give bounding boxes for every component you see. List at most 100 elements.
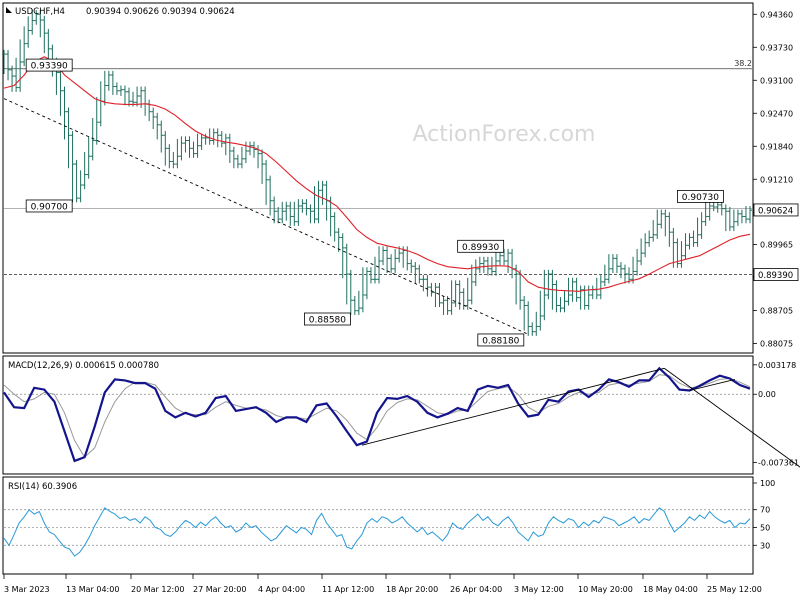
price-axis-label: 0.93730 bbox=[760, 43, 793, 52]
price-bar bbox=[163, 131, 168, 166]
price-bar bbox=[739, 209, 744, 224]
price-bar bbox=[118, 85, 123, 96]
price-tag-text: 0.89390 bbox=[758, 271, 793, 281]
price-bar bbox=[397, 246, 402, 263]
price-bar bbox=[481, 256, 486, 274]
price-bar bbox=[82, 152, 87, 190]
price-bar bbox=[570, 277, 575, 302]
price-bar bbox=[316, 180, 321, 224]
price-bar bbox=[622, 264, 627, 284]
price-bar bbox=[264, 159, 269, 205]
price-bar bbox=[243, 141, 248, 164]
x-axis-label: 20 Mar 12:00 bbox=[131, 585, 184, 594]
price-bar bbox=[614, 254, 619, 274]
price-bar bbox=[526, 301, 531, 336]
price-bar bbox=[368, 267, 373, 284]
price-bar bbox=[320, 180, 325, 205]
price-bar bbox=[477, 256, 482, 274]
price-bar bbox=[675, 238, 680, 268]
price-annotation-box bbox=[677, 190, 724, 203]
price-bar bbox=[30, 10, 35, 35]
macd-panel-frame bbox=[2, 355, 754, 475]
x-axis-label: 11 Apr 12:00 bbox=[322, 585, 374, 594]
price-bar bbox=[377, 246, 382, 284]
price-bar bbox=[122, 85, 127, 106]
price-annotation: 0.88180 bbox=[477, 333, 525, 346]
price-bar bbox=[417, 264, 422, 284]
price-bar bbox=[699, 212, 704, 239]
price-bar bbox=[284, 201, 289, 221]
price-bar bbox=[578, 285, 583, 310]
price-bar bbox=[268, 175, 273, 216]
macd-axis-label: 0.00 bbox=[758, 390, 776, 399]
price-bar bbox=[252, 141, 257, 158]
price-bar bbox=[171, 152, 176, 169]
price-bar bbox=[538, 290, 543, 331]
price-annotation-box bbox=[25, 199, 73, 213]
price-bar bbox=[381, 246, 386, 266]
price-bar bbox=[707, 201, 712, 221]
price-bar bbox=[26, 16, 31, 48]
price-bar bbox=[288, 201, 293, 226]
price-bar bbox=[635, 248, 640, 276]
price-bar bbox=[518, 269, 523, 310]
watermark: ActionForex.com bbox=[413, 122, 596, 147]
price-bar bbox=[179, 136, 184, 161]
price-bar bbox=[231, 146, 236, 169]
price-bar bbox=[159, 120, 164, 153]
price-bar bbox=[94, 97, 99, 145]
price-bar bbox=[336, 227, 341, 253]
rsi-panel-frame bbox=[2, 476, 754, 575]
price-axis-label: 0.89965 bbox=[760, 240, 793, 249]
price-bar bbox=[207, 128, 212, 145]
price-tag-box bbox=[753, 268, 799, 281]
price-bar bbox=[667, 212, 672, 247]
moving-average-line bbox=[3, 56, 751, 292]
price-bar bbox=[18, 39, 23, 92]
price-panel-header: USDCHF,H4 0.90394 0.90626 0.90394 0.9062… bbox=[6, 7, 235, 17]
ohlc-label: 0.90394 0.90626 0.90394 0.90624 bbox=[86, 7, 235, 17]
price-bar bbox=[191, 141, 196, 158]
price-bar bbox=[542, 269, 547, 321]
price-tag: 0.90624 bbox=[753, 203, 799, 216]
price-bar bbox=[743, 205, 748, 224]
price-bar bbox=[10, 65, 15, 92]
price-axis-label: 0.88705 bbox=[760, 306, 793, 315]
price-bar bbox=[655, 209, 660, 239]
price-bar bbox=[110, 70, 115, 95]
price-bar bbox=[78, 170, 83, 203]
rsi-axis-label: 70 bbox=[760, 506, 770, 515]
price-annotation: 0.89930 bbox=[457, 239, 505, 253]
price-bar bbox=[461, 288, 466, 310]
price-bar bbox=[449, 280, 454, 315]
price-bar bbox=[86, 136, 91, 179]
price-annotation-text: 0.90730 bbox=[682, 193, 719, 203]
price-bar bbox=[385, 246, 390, 274]
price-bar bbox=[58, 68, 63, 116]
price-bar bbox=[429, 282, 434, 297]
price-bar bbox=[687, 233, 692, 250]
price-bar bbox=[135, 86, 140, 107]
price-bar bbox=[280, 201, 285, 224]
price-bar bbox=[227, 133, 232, 164]
x-axis-label: 4 Apr 04:00 bbox=[258, 585, 305, 594]
price-bar bbox=[143, 86, 148, 116]
price-bar bbox=[6, 49, 11, 81]
price-bar bbox=[340, 233, 345, 279]
price-bar bbox=[344, 243, 349, 305]
price-bar bbox=[727, 207, 732, 232]
price-bar bbox=[34, 10, 39, 25]
price-bar bbox=[574, 277, 579, 302]
price-bar bbox=[731, 209, 736, 232]
price-bar bbox=[441, 296, 446, 315]
price-bar bbox=[239, 146, 244, 169]
price-bar bbox=[139, 86, 144, 109]
price-bar bbox=[651, 220, 656, 242]
price-annotation-box bbox=[25, 58, 73, 72]
x-axis-label: 18 Apr 20:00 bbox=[386, 585, 438, 594]
price-bar bbox=[679, 241, 684, 268]
price-bar bbox=[66, 107, 71, 169]
price-bar bbox=[409, 259, 414, 274]
x-axis-label: 25 May 12:00 bbox=[707, 585, 762, 594]
